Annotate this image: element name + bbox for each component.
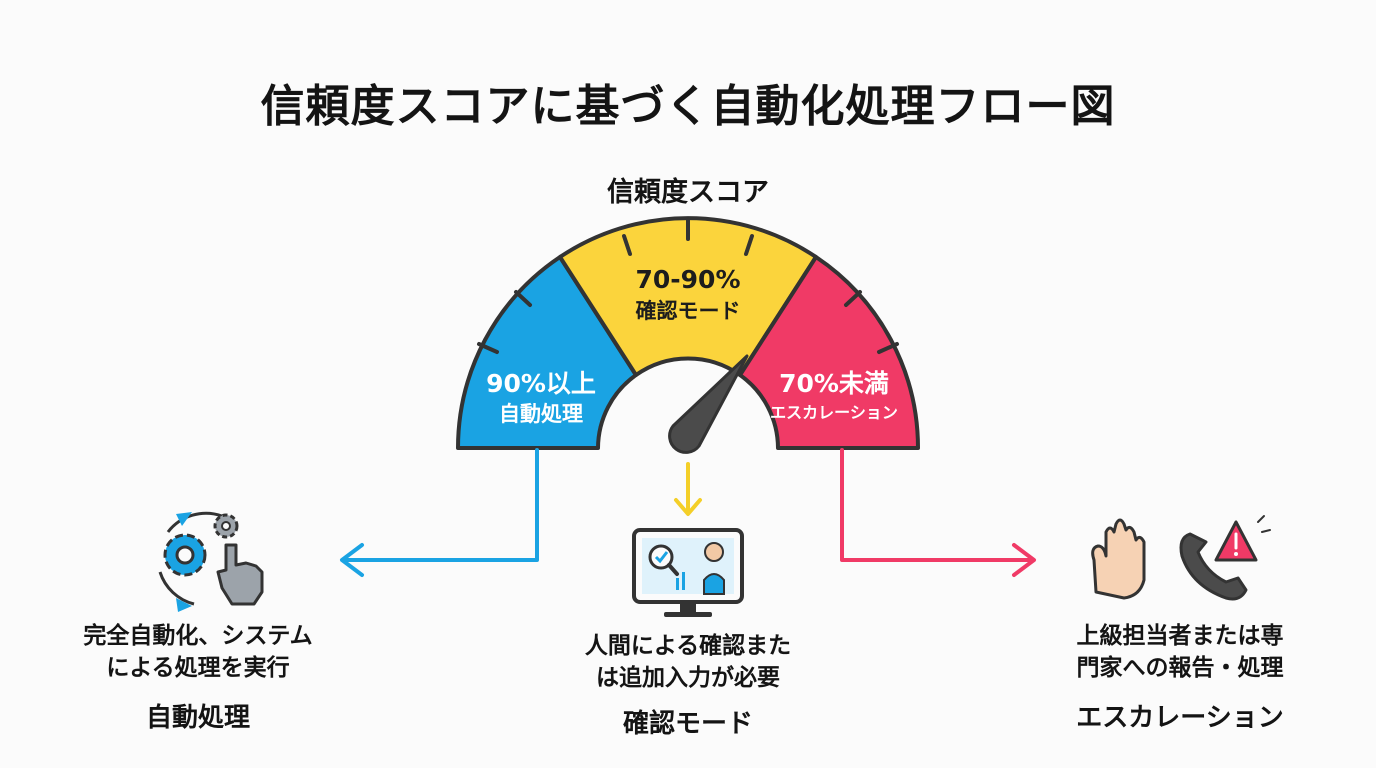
gauge-escalation-mode: エスカレーション: [770, 403, 898, 422]
gauge-title: 信頼度スコア: [607, 177, 769, 208]
gauge-segment-confirm: [558, 216, 818, 377]
page-title: 信頼度スコアに基づく自動化処理フロー図: [260, 81, 1116, 132]
connector-escalation: [840, 448, 1036, 577]
hand-stop-and-phone-alert-icon: [1091, 515, 1271, 601]
outcome-confirm-description: 人間による確認また は追加入力が必要: [584, 633, 792, 691]
outcome-auto-description: 完全自動化、システム による処理を実行: [83, 623, 313, 681]
gauge-segment-escalation: [738, 255, 920, 450]
gauge-needle: [668, 354, 749, 454]
connector-auto: [340, 448, 539, 577]
automation-gears-hand-icon: [158, 511, 264, 612]
outcome-escalation-description: 上級担当者または専 門家への報告・処理: [1076, 623, 1284, 681]
gauge-auto-mode: 自動処理: [499, 402, 583, 426]
gauge-escalation-range: 70%未満: [779, 369, 889, 398]
outcome-confirm-heading: 確認モード: [622, 709, 753, 739]
connector-confirm: [674, 462, 702, 516]
outcome-auto-heading: 自動処理: [145, 703, 250, 733]
gauge-ticks: [477, 217, 899, 354]
gauge-segment-auto: [456, 255, 638, 450]
gauge-confirm-range: 70-90%: [635, 265, 740, 294]
gauge-auto-range: 90%以上: [486, 369, 596, 398]
monitor-human-review-icon: [632, 528, 744, 617]
gauge-confirm-mode: 確認モード: [636, 299, 741, 323]
outcome-escalation-heading: エスカレーション: [1076, 703, 1284, 733]
